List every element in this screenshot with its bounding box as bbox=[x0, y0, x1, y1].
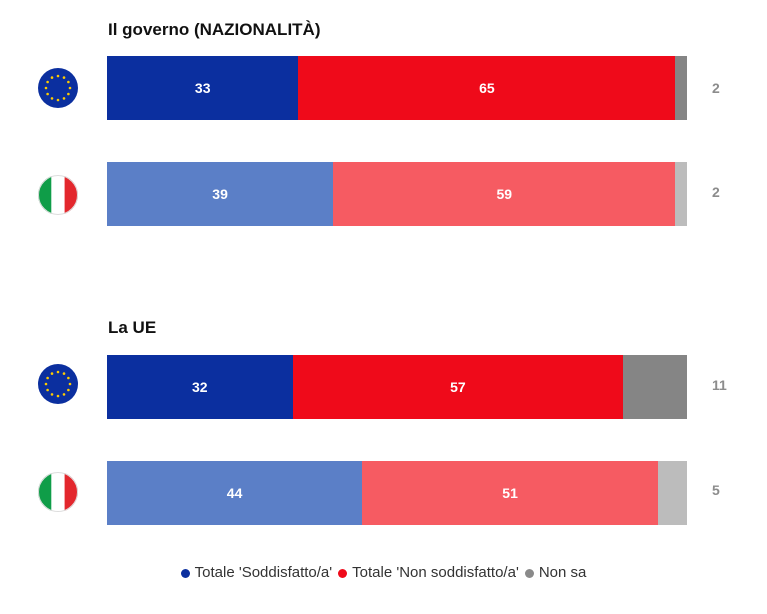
bar-row: 44 51 bbox=[107, 461, 687, 525]
chart-1-title: Il governo (NAZIONALITÀ) bbox=[108, 20, 321, 39]
eu-star-icon bbox=[62, 372, 66, 375]
bar-segment-non-sa bbox=[675, 162, 687, 226]
bar-row: 39 59 bbox=[107, 162, 687, 226]
eu-star-icon bbox=[67, 388, 70, 392]
italy-flag-icon bbox=[38, 175, 78, 215]
eu-star-icon bbox=[50, 76, 54, 79]
eu-star-icon bbox=[46, 92, 49, 96]
legend-label: Totale 'Non soddisfatto/a' bbox=[352, 564, 519, 581]
eu-flag-icon bbox=[38, 364, 78, 404]
non-sa-value-label: 5 bbox=[712, 482, 720, 498]
legend-item-non-soddisfatto: Totale 'Non soddisfatto/a' bbox=[338, 563, 519, 583]
bar-segment-soddisfatto: 33 bbox=[107, 56, 299, 120]
eu-star-icon bbox=[50, 97, 54, 100]
eu-star-icon bbox=[67, 80, 70, 84]
legend-item-soddisfatto: Totale 'Soddisfatto/a' bbox=[180, 563, 333, 583]
eu-star-icon bbox=[68, 382, 72, 386]
bar-segment-soddisfatto: 44 bbox=[107, 461, 363, 525]
legend-dot-non-soddisfatto bbox=[338, 568, 348, 578]
bar-segment-soddisfatto: 39 bbox=[107, 162, 334, 226]
bar-segment-non-soddisfatto: 51 bbox=[362, 461, 658, 525]
eu-star-icon bbox=[56, 98, 60, 102]
eu-star-icon bbox=[46, 80, 49, 84]
bar-segment-non-sa bbox=[657, 461, 687, 525]
eu-star-icon bbox=[46, 388, 49, 392]
bar-segment-non-soddisfatto: 57 bbox=[292, 355, 624, 419]
eu-star-icon bbox=[50, 372, 54, 375]
chart-legend: Totale 'Soddisfatto/a' Totale 'Non soddi… bbox=[0, 563, 767, 583]
non-sa-value-label: 2 bbox=[712, 80, 720, 96]
non-sa-value-label: 2 bbox=[712, 184, 720, 200]
bar-row: 33 65 bbox=[107, 56, 687, 120]
legend-item-non-sa: Non sa bbox=[524, 563, 587, 583]
legend-label: Totale 'Soddisfatto/a' bbox=[194, 564, 333, 581]
chart-2-title: La UE bbox=[108, 318, 157, 337]
bar-segment-non-sa bbox=[675, 56, 687, 120]
legend-label: Non sa bbox=[538, 564, 587, 581]
eu-star-icon bbox=[67, 376, 70, 380]
bar-row: 32 57 bbox=[107, 355, 687, 419]
eu-star-icon bbox=[44, 86, 48, 90]
bar-segment-soddisfatto: 32 bbox=[107, 355, 293, 419]
eu-star-icon bbox=[50, 393, 54, 396]
bar-segment-non-soddisfatto: 65 bbox=[298, 56, 676, 120]
legend-dot-soddisfatto bbox=[180, 568, 190, 578]
italy-flag-icon bbox=[38, 472, 78, 512]
eu-star-icon bbox=[67, 92, 70, 96]
eu-star-icon bbox=[46, 376, 49, 380]
eu-star-icon bbox=[68, 86, 72, 90]
eu-star-icon bbox=[62, 76, 66, 79]
non-sa-value-label: 11 bbox=[712, 377, 727, 393]
bar-segment-non-sa bbox=[623, 355, 687, 419]
eu-star-icon bbox=[56, 370, 60, 374]
eu-star-icon bbox=[56, 74, 60, 78]
eu-flag-icon bbox=[38, 68, 78, 108]
legend-dot-non-sa bbox=[524, 568, 534, 578]
eu-star-icon bbox=[56, 394, 60, 398]
eu-star-icon bbox=[44, 382, 48, 386]
eu-star-icon bbox=[62, 97, 66, 100]
bar-segment-non-soddisfatto: 59 bbox=[333, 162, 676, 226]
eu-star-icon bbox=[62, 393, 66, 396]
